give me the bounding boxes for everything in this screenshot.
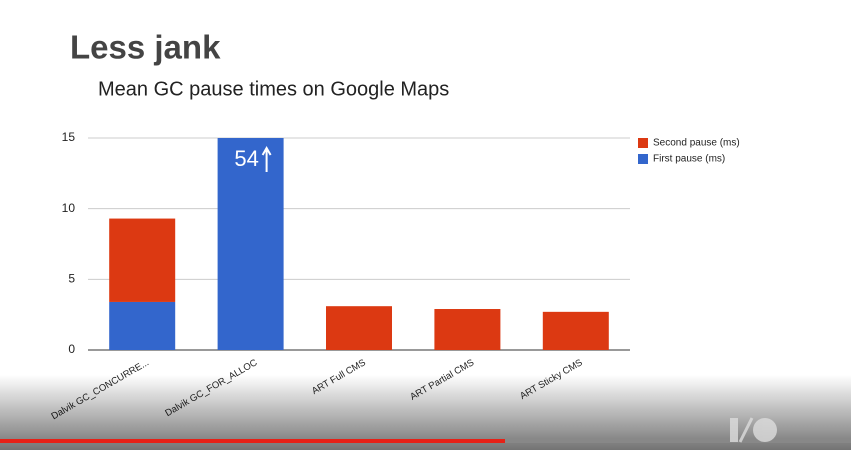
y-tick-label: 10 [62, 201, 76, 215]
bar-segment [326, 306, 392, 350]
bar-segment [434, 309, 501, 350]
y-tick-label: 15 [62, 130, 76, 144]
overflow-arrow [261, 145, 272, 172]
legend-swatch [638, 138, 648, 148]
bar-segment [217, 138, 284, 350]
io-logo [730, 417, 777, 443]
bars [109, 138, 609, 350]
bar-segment [109, 218, 176, 302]
slide-title: Less jank [70, 29, 221, 66]
bar-segment [542, 311, 609, 350]
legend-swatch [638, 154, 648, 164]
video-shade [0, 375, 851, 450]
legend-label: Second pause (ms) [653, 138, 740, 149]
bar-segment [109, 301, 176, 350]
y-tick-label: 0 [68, 342, 75, 356]
chart-title: Mean GC pause times on Google Maps [98, 78, 449, 100]
progress-bar[interactable] [0, 439, 505, 443]
y-tick-label: 5 [68, 272, 75, 286]
legend-label: First pause (ms) [653, 154, 725, 165]
value-label: 54 [234, 146, 258, 171]
